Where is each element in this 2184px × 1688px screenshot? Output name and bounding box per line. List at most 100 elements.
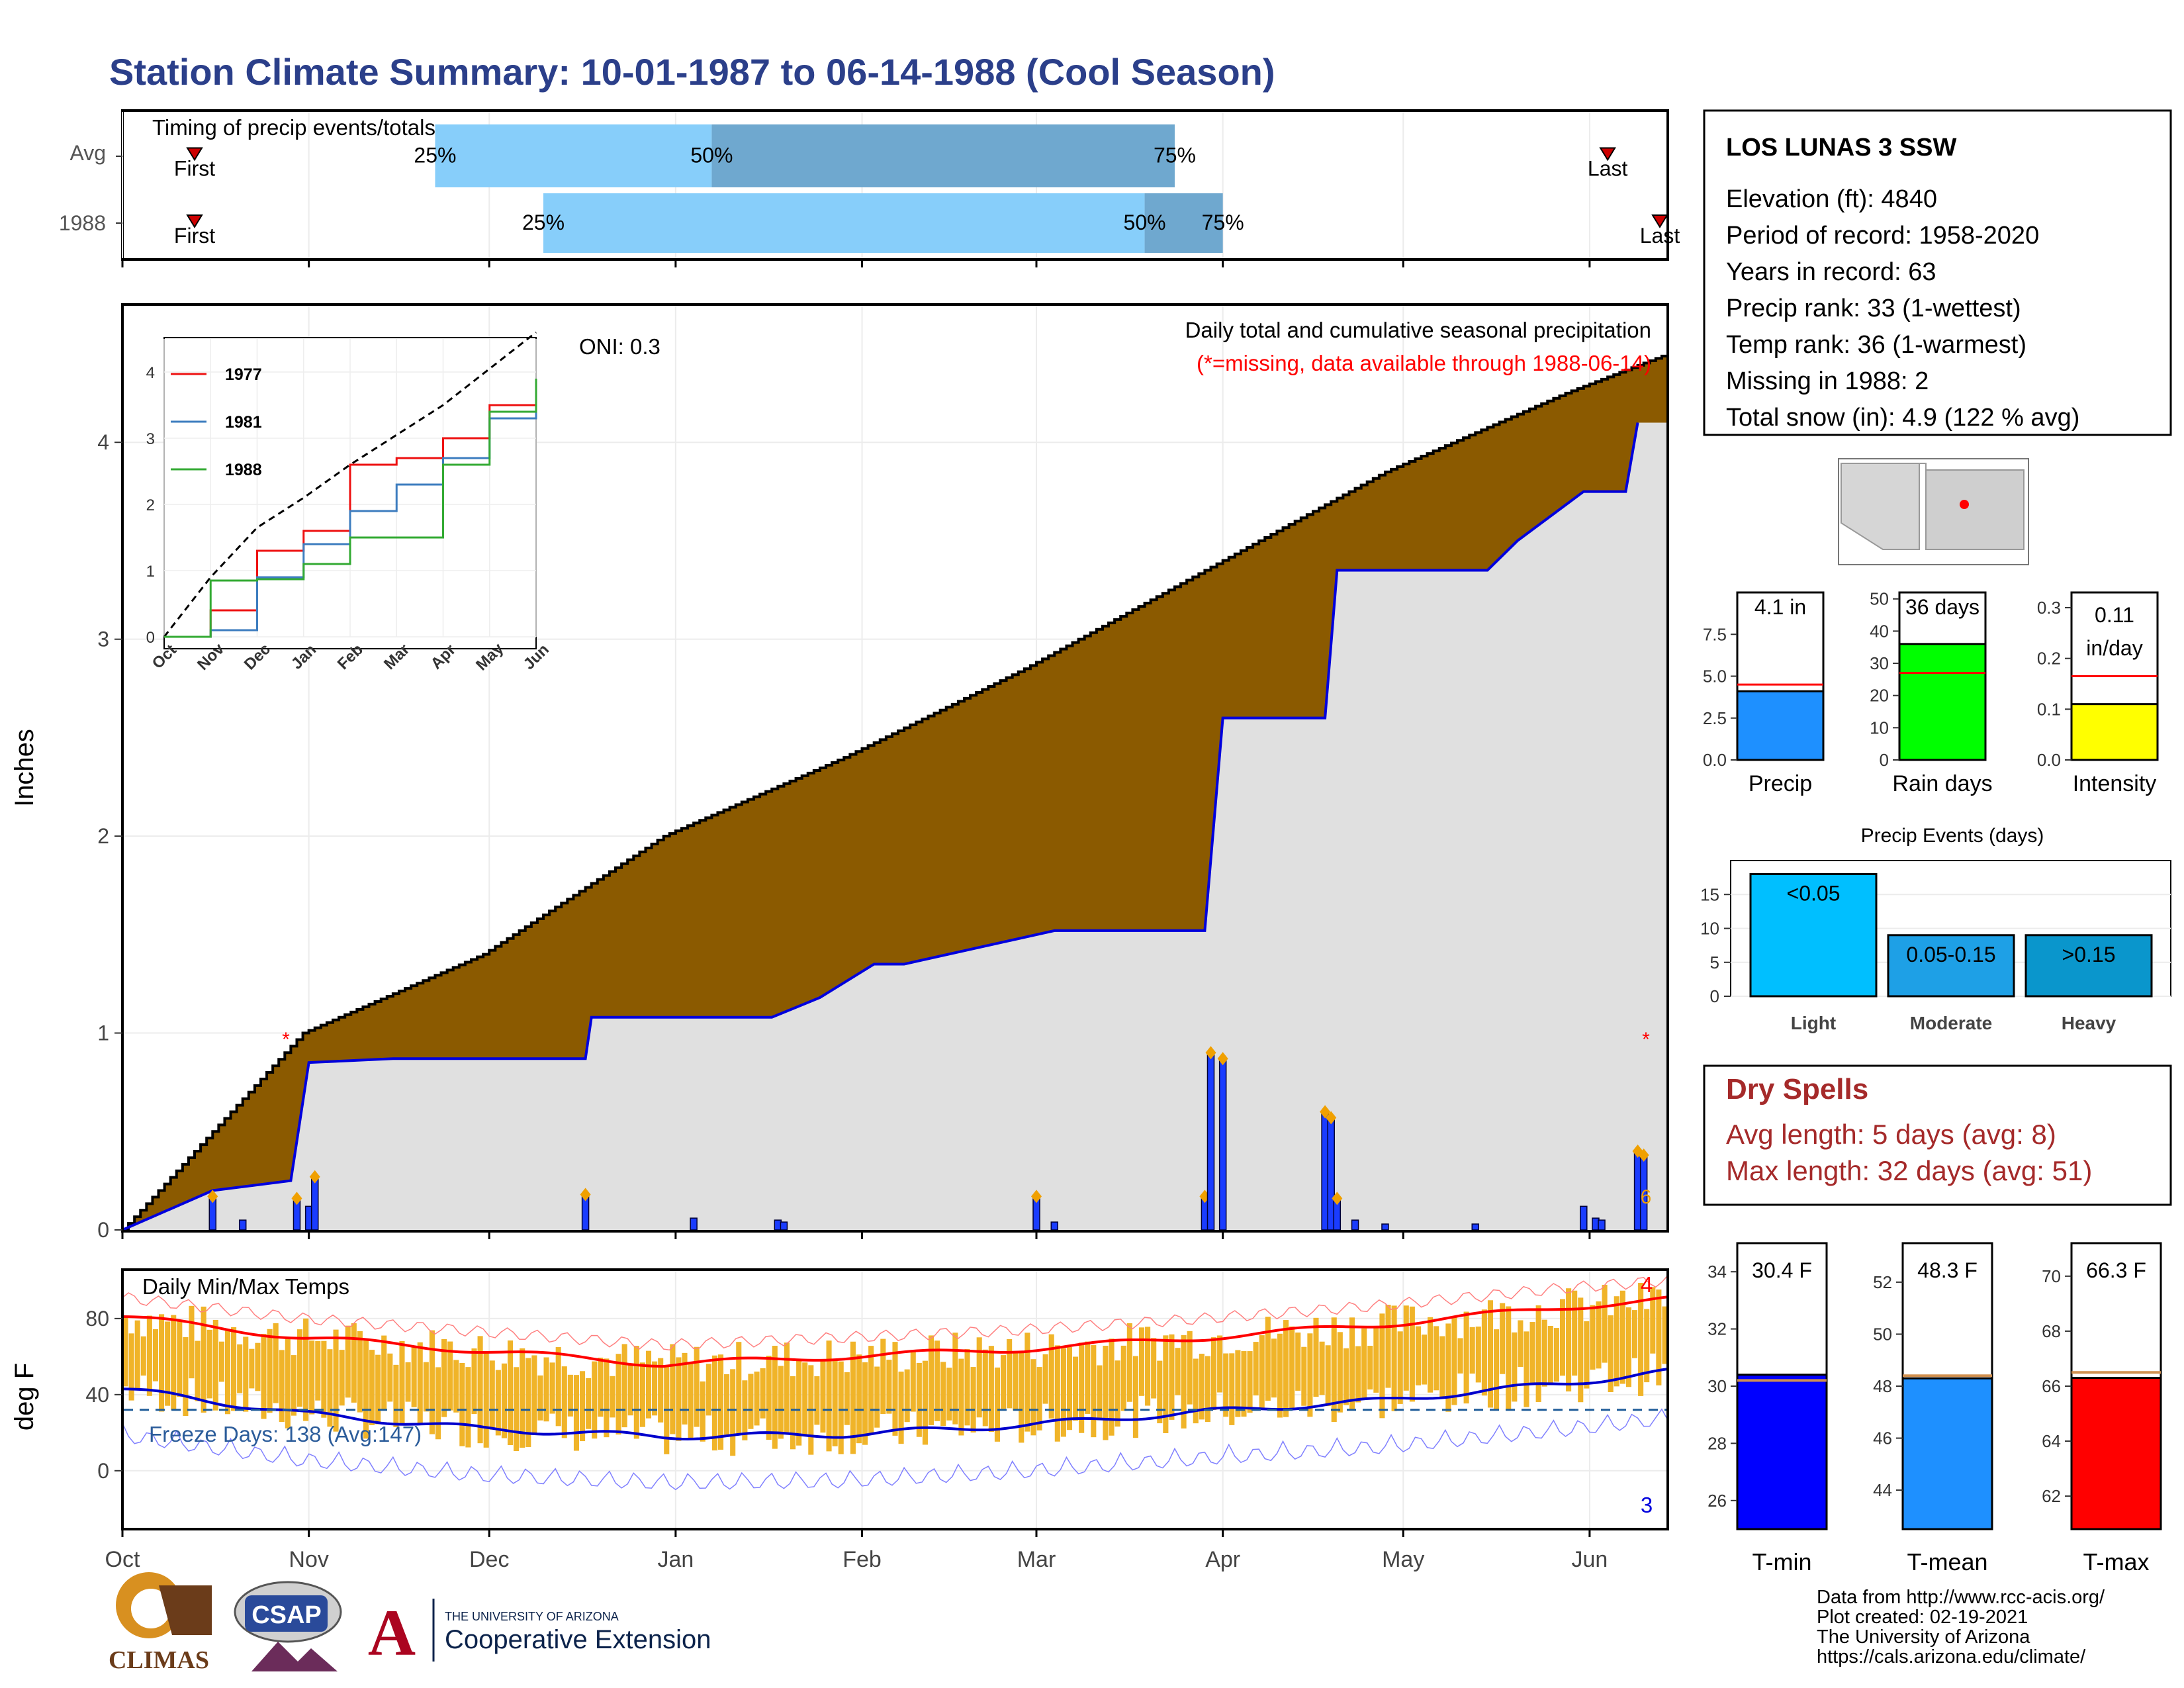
daily-temp-bar xyxy=(1625,1307,1631,1387)
summary-bar-label: Precip xyxy=(1749,771,1812,796)
heavy-event-marker xyxy=(291,1192,302,1205)
daily-precip-bar xyxy=(1580,1205,1588,1231)
daily-temp-bar xyxy=(1343,1348,1349,1405)
daily-temp-bar xyxy=(1656,1289,1662,1385)
month-x-tick-label: Feb xyxy=(842,1547,882,1572)
daily-temp-bar xyxy=(778,1366,784,1439)
daily-temp-bar xyxy=(249,1348,255,1389)
daily-temp-bar xyxy=(1103,1345,1109,1440)
temp-summary-value: 48.3 F xyxy=(1917,1258,1978,1282)
min-count: 3 xyxy=(1641,1493,1653,1517)
daily-temp-bar xyxy=(1229,1353,1235,1425)
precip-y-tick-label: 2 xyxy=(97,824,109,848)
daily-temp-bar xyxy=(892,1342,898,1436)
ua-block-a: A xyxy=(368,1596,416,1669)
daily-temp-bar xyxy=(417,1342,423,1425)
station-location-marker xyxy=(1960,500,1969,509)
daily-temp-bar xyxy=(206,1329,212,1399)
last-event-label: Last xyxy=(1640,224,1680,248)
last-event-label: Last xyxy=(1588,157,1628,181)
month-x-tick-label: May xyxy=(1382,1547,1424,1572)
missing-marker-1: * xyxy=(282,1029,290,1051)
daily-temp-bar xyxy=(898,1372,904,1444)
daily-temp-bar xyxy=(844,1372,850,1425)
daily-temp-bar xyxy=(122,1317,128,1387)
daily-temp-bar xyxy=(237,1344,243,1393)
daily-temp-bar xyxy=(1295,1333,1301,1391)
daily-temp-bar xyxy=(1590,1305,1596,1370)
heavy-event-marker xyxy=(1638,1148,1649,1162)
daily-temp-bar xyxy=(604,1358,610,1438)
daily-temp-bar xyxy=(1187,1331,1193,1405)
daily-temp-bar xyxy=(1007,1338,1013,1409)
daily-temp-bar xyxy=(525,1358,531,1447)
ua-cooperative-extension: Cooperative Extension xyxy=(445,1625,711,1654)
temp-summary-tick-label: 48 xyxy=(1873,1376,1892,1396)
daily-temp-bar xyxy=(976,1337,982,1418)
summary-bar-tick-label: 30 xyxy=(1870,653,1889,673)
daily-temp-bar xyxy=(1048,1334,1054,1419)
daily-precip-bar xyxy=(238,1219,247,1231)
daily-temp-bar xyxy=(934,1340,940,1421)
daily-temp-bar xyxy=(465,1367,471,1448)
daily-temp-bar xyxy=(1547,1325,1553,1385)
daily-temp-bar xyxy=(1391,1305,1397,1411)
daily-temp-bar xyxy=(1283,1320,1289,1417)
daily-temp-bar xyxy=(471,1348,477,1415)
daily-temp-bar xyxy=(886,1360,892,1414)
daily-temp-bar xyxy=(694,1346,700,1427)
events-y-tick-label: 15 xyxy=(1700,884,1719,904)
temp-label: Daily Min/Max Temps xyxy=(142,1274,349,1299)
daily-temp-bar xyxy=(1091,1345,1097,1438)
daily-temp-bar xyxy=(1481,1309,1487,1396)
temp-y-tick-label: 0 xyxy=(97,1459,109,1483)
summary-bar-tick-label: 2.5 xyxy=(1703,708,1727,728)
temp-summary-tick-label: 34 xyxy=(1707,1262,1727,1282)
daily-temp-bar xyxy=(296,1329,303,1407)
daily-temp-bar xyxy=(1205,1356,1210,1423)
temp-summary-tick-label: 62 xyxy=(2042,1486,2061,1506)
daily-temp-bar xyxy=(189,1305,195,1379)
temp-summary-tick-label: 30 xyxy=(1707,1376,1727,1396)
daily-temp-bar xyxy=(507,1340,514,1446)
daily-temp-bar xyxy=(134,1320,140,1391)
daily-temp-bar xyxy=(1506,1306,1512,1410)
daily-temp-bar xyxy=(676,1357,682,1441)
daily-temp-bar xyxy=(224,1331,231,1415)
daily-temp-bar xyxy=(958,1358,964,1436)
daily-temp-bar xyxy=(580,1371,586,1442)
daily-temp-bar xyxy=(447,1341,453,1411)
daily-temp-bar xyxy=(1079,1342,1085,1433)
daily-temp-bar xyxy=(1487,1300,1494,1408)
timing-label-50: 50% xyxy=(1124,211,1166,234)
freeze-days: Freeze Days: 138 (Avg:147) xyxy=(149,1422,422,1446)
daily-precip-bar xyxy=(1381,1223,1389,1231)
summary-bar-tick-label: 40 xyxy=(1870,621,1889,641)
temp-y-tick-label: 40 xyxy=(85,1383,109,1407)
daily-temp-bar xyxy=(946,1368,952,1421)
event-category-label: Moderate xyxy=(1910,1013,1992,1033)
daily-temp-bar xyxy=(1241,1351,1247,1417)
inset-avg-line xyxy=(163,331,537,637)
heavy-event-marker xyxy=(207,1190,218,1203)
daily-temp-bar xyxy=(1109,1338,1115,1436)
ua-small-text: THE UNIVERSITY OF ARIZONA xyxy=(445,1610,619,1623)
daily-temp-bar xyxy=(1475,1326,1481,1383)
daily-temp-bar xyxy=(850,1341,856,1454)
month-x-tick-label: Nov xyxy=(289,1547,328,1572)
daily-temp-bar xyxy=(514,1367,520,1452)
precip-y-tick-label: 4 xyxy=(97,430,109,454)
event-bar xyxy=(1749,873,1878,998)
temp-summary-tick-label: 50 xyxy=(1873,1324,1892,1344)
daily-temp-bar xyxy=(1163,1335,1169,1434)
daily-temp-bar xyxy=(1271,1338,1277,1398)
daily-temp-bar xyxy=(351,1323,357,1403)
daily-temp-bar xyxy=(177,1320,183,1397)
first-event-label: First xyxy=(174,224,215,248)
daily-temp-bar xyxy=(333,1329,339,1432)
event-category-label: Light xyxy=(1791,1013,1836,1033)
csap-logo: CSAP xyxy=(234,1581,342,1671)
daily-temp-bar xyxy=(1126,1323,1132,1402)
temp-y-tick-label: 80 xyxy=(85,1307,109,1331)
daily-temp-bar xyxy=(1151,1338,1157,1399)
